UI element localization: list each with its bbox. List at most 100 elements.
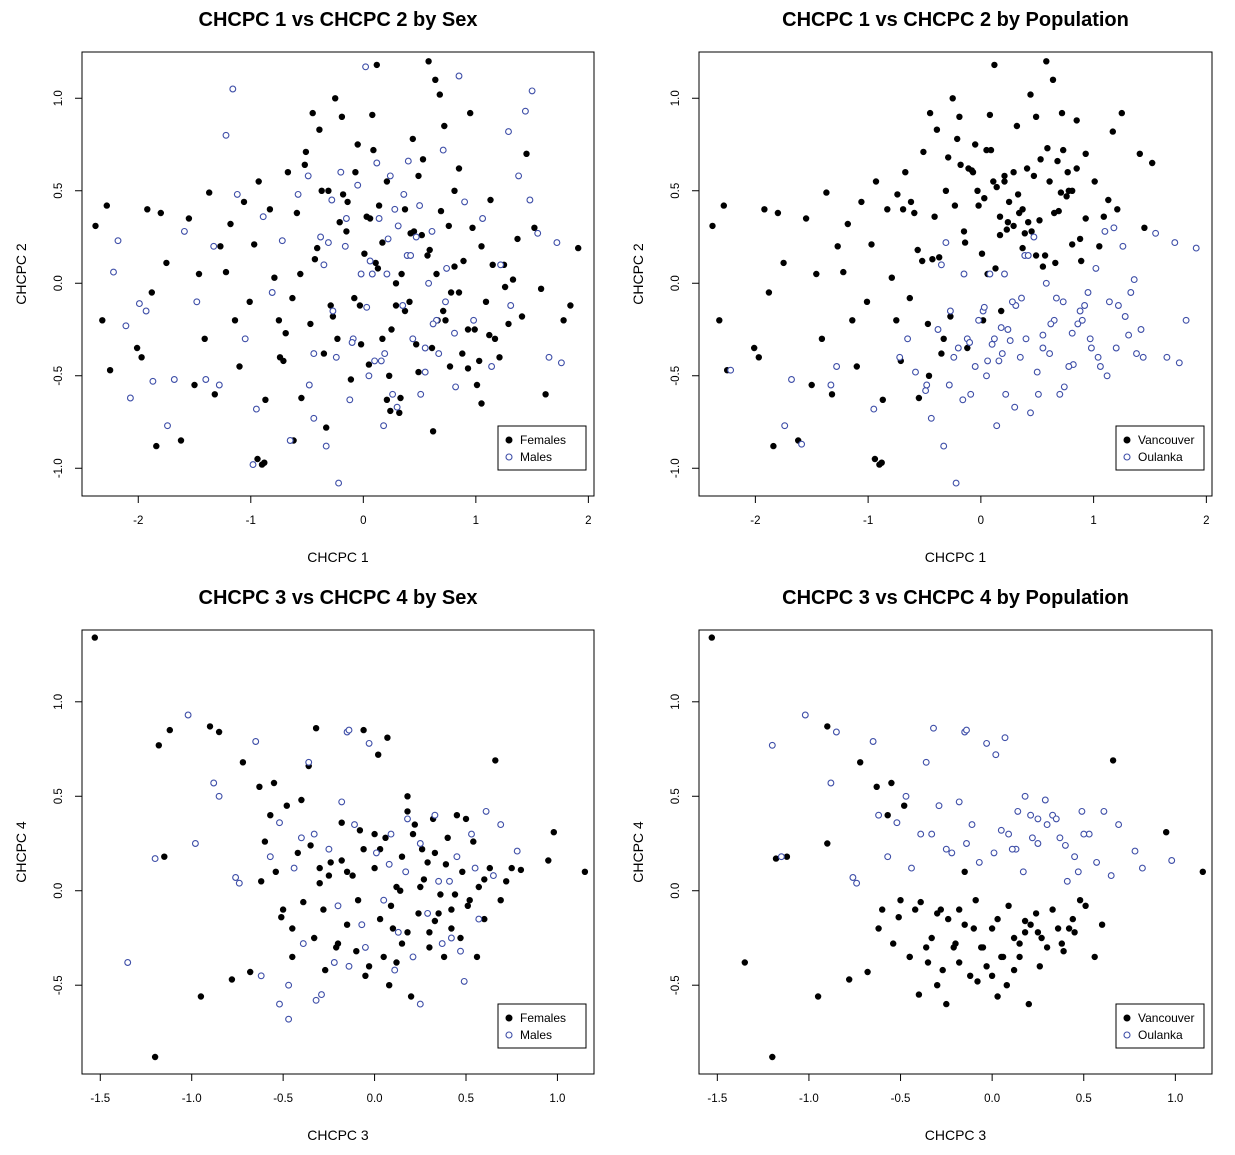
data-point bbox=[1109, 128, 1116, 135]
data-point bbox=[1027, 91, 1034, 98]
plot-frame bbox=[698, 51, 1213, 497]
data-point bbox=[1082, 215, 1089, 222]
data-point bbox=[988, 340, 996, 348]
data-point bbox=[401, 206, 409, 213]
data-point bbox=[299, 940, 307, 948]
data-point bbox=[823, 189, 830, 196]
data-point bbox=[251, 241, 258, 248]
data-point bbox=[420, 876, 428, 883]
data-point bbox=[481, 915, 488, 923]
data-point bbox=[923, 944, 930, 951]
data-point bbox=[416, 840, 424, 847]
data-point bbox=[455, 289, 463, 296]
data-point bbox=[557, 359, 565, 367]
x-tick-label: 0.0 bbox=[984, 1093, 1000, 1105]
data-point bbox=[445, 222, 452, 230]
data-point bbox=[1019, 244, 1026, 252]
data-point bbox=[1027, 921, 1034, 928]
data-point bbox=[870, 405, 878, 413]
data-point bbox=[777, 853, 785, 861]
data-point bbox=[252, 405, 260, 413]
data-point bbox=[957, 161, 964, 169]
data-point bbox=[1025, 219, 1032, 226]
data-point bbox=[1016, 953, 1023, 961]
data-point bbox=[996, 231, 1004, 239]
data-point bbox=[1014, 807, 1022, 815]
data-point bbox=[354, 897, 362, 904]
data-point bbox=[863, 298, 871, 305]
data-point bbox=[163, 259, 170, 267]
data-point bbox=[228, 976, 236, 983]
data-point bbox=[437, 207, 445, 215]
data-point bbox=[392, 280, 400, 287]
data-point bbox=[272, 868, 279, 875]
data-point bbox=[278, 237, 286, 245]
data-point bbox=[254, 455, 261, 463]
y-axis-label: CHCPC 4 bbox=[630, 821, 646, 883]
data-point bbox=[1032, 252, 1040, 259]
x-tick-label: 0 bbox=[978, 515, 984, 527]
data-point bbox=[300, 898, 307, 906]
data-point bbox=[464, 365, 472, 372]
data-point bbox=[1032, 910, 1040, 917]
data-point bbox=[923, 381, 931, 389]
data-point bbox=[344, 198, 351, 206]
data-point bbox=[351, 294, 358, 302]
data-point bbox=[1057, 189, 1065, 196]
data-point bbox=[448, 906, 455, 913]
data-point bbox=[783, 853, 791, 860]
data-point bbox=[193, 298, 201, 306]
data-point bbox=[409, 335, 417, 343]
data-point bbox=[318, 991, 325, 999]
data-point bbox=[894, 191, 901, 198]
data-point bbox=[322, 442, 330, 450]
y-tick-label: 0.0 bbox=[53, 883, 65, 899]
data-point bbox=[341, 242, 349, 250]
data-point bbox=[489, 261, 496, 268]
data-point bbox=[415, 368, 422, 376]
data-point bbox=[1039, 263, 1047, 270]
data-point bbox=[262, 396, 269, 403]
legend-label: Vancouver bbox=[1138, 433, 1194, 447]
data-point bbox=[938, 350, 945, 357]
data-point bbox=[312, 725, 320, 732]
data-point bbox=[505, 128, 512, 136]
data-point bbox=[1049, 76, 1057, 84]
data-point bbox=[864, 968, 871, 976]
data-point bbox=[409, 135, 416, 143]
data-point bbox=[925, 372, 933, 379]
data-point bbox=[1060, 948, 1067, 955]
data-point bbox=[1043, 58, 1050, 65]
data-point bbox=[482, 298, 490, 305]
data-point bbox=[879, 906, 886, 913]
data-point bbox=[508, 864, 515, 872]
data-point bbox=[417, 883, 424, 891]
data-point bbox=[377, 357, 385, 365]
data-point bbox=[904, 335, 912, 343]
data-point bbox=[453, 853, 461, 861]
data-point bbox=[975, 858, 983, 866]
data-point bbox=[347, 376, 355, 383]
data-point bbox=[460, 977, 468, 985]
data-point bbox=[310, 350, 318, 358]
data-point bbox=[257, 972, 265, 980]
data-point bbox=[1163, 353, 1171, 361]
data-point bbox=[1047, 320, 1055, 328]
chart-panel-sex-pc1-pc2: CHCPC 1 vs CHCPC 2 by Sex -2 -1 0 1 2 CHCPC 1 -… bbox=[0, 0, 617, 577]
data-point bbox=[379, 239, 386, 246]
data-point bbox=[716, 317, 723, 324]
y-axis-label: CHCPC 4 bbox=[13, 821, 29, 883]
data-point bbox=[960, 270, 968, 278]
data-point bbox=[409, 953, 417, 961]
data-point bbox=[1010, 966, 1018, 974]
data-point bbox=[1010, 169, 1017, 176]
data-point bbox=[988, 972, 996, 979]
data-point bbox=[332, 353, 340, 361]
data-point bbox=[956, 906, 963, 913]
x-tick-label: -2 bbox=[750, 515, 760, 527]
data-point bbox=[902, 169, 909, 176]
data-point bbox=[545, 857, 552, 864]
data-point bbox=[184, 711, 192, 719]
data-point bbox=[1076, 235, 1084, 243]
data-point bbox=[1002, 390, 1010, 398]
